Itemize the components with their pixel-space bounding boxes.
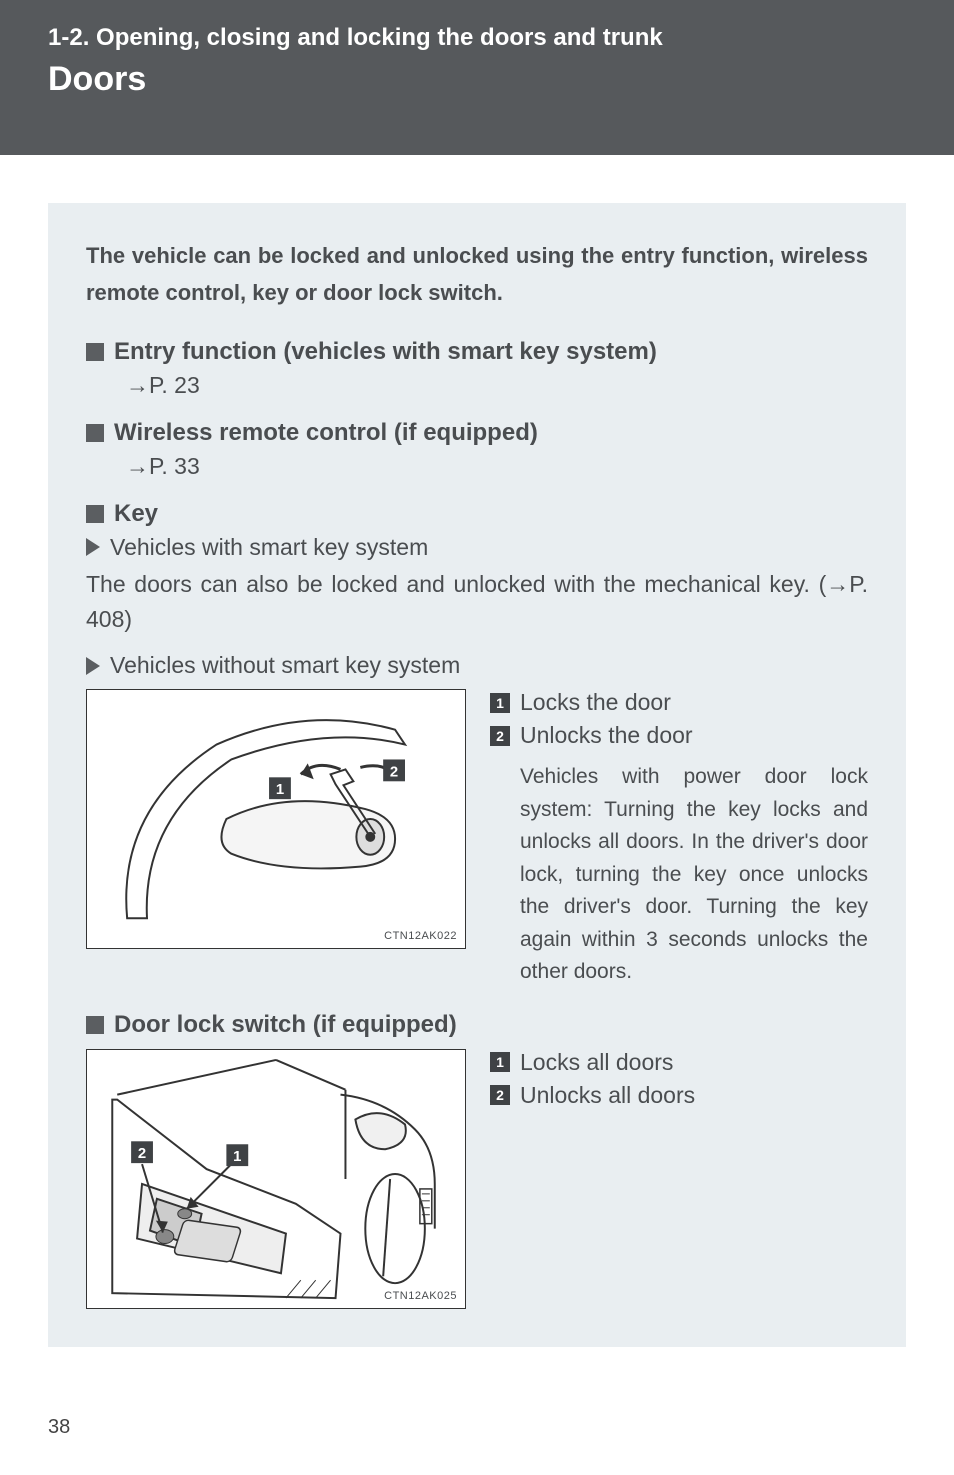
svg-text:1: 1 [233,1149,241,1165]
door-lock-item-1: Locks all doors [520,1049,673,1076]
key-item-1: Locks the door [520,689,671,716]
wireless-ref: →P. 33 [126,453,868,480]
subhead-wireless: Wireless remote control (if equipped) [86,419,868,447]
key-sub-a: Vehicles with smart key system [86,534,868,561]
svg-text:1: 1 [276,782,284,798]
door-lock-figure: 1 2 CTN12AK025 [86,1049,466,1309]
subhead-wireless-text: Wireless remote control (if equipped) [114,419,538,447]
entry-ref: →P. 23 [126,372,868,399]
key-figure-id: CTN12AK022 [384,930,457,942]
door-lock-figure-id: CTN12AK025 [384,1290,457,1302]
subhead-key: Key [86,500,868,528]
square-bullet-icon [86,343,104,361]
key-sub-b-text: Vehicles without smart key system [110,652,460,679]
number-badge-icon: 1 [490,693,510,713]
svg-text:2: 2 [390,764,398,780]
intro-text: The vehicle can be locked and unlocked u… [86,237,868,312]
key-sub-a-text: Vehicles with smart key system [110,534,428,561]
list-item: 2 Unlocks all doors [490,1082,868,1109]
key-item-list: 1 Locks the door 2 Unlocks the door Vehi… [490,689,868,989]
number-badge-icon: 1 [490,1052,510,1072]
subhead-entry: Entry function (vehicles with smart key … [86,338,868,366]
content-box: The vehicle can be locked and unlocked u… [48,203,906,1347]
list-item: 2 Unlocks the door [490,722,868,749]
subhead-key-text: Key [114,500,158,528]
list-item: 1 Locks all doors [490,1049,868,1076]
square-bullet-icon [86,505,104,523]
square-bullet-icon [86,1016,104,1034]
key-body-a: The doors can also be locked and unlocke… [86,567,868,638]
triangle-bullet-icon [86,657,100,675]
key-item-2: Unlocks the door [520,722,693,749]
key-note: Vehicles with power door lock system: Tu… [520,761,868,989]
door-lock-item-list: 1 Locks all doors 2 Unlocks all doors [490,1049,868,1115]
page-number: 38 [48,1416,70,1439]
subhead-entry-text: Entry function (vehicles with smart key … [114,338,657,366]
header-band: 1-2. Opening, closing and locking the do… [0,0,954,155]
key-figure-row: 1 2 CTN12AK022 1 Locks the door 2 Unlock… [86,689,868,989]
list-item: 1 Locks the door [490,689,868,716]
door-lock-figure-row: 1 2 CTN12AK025 1 Locks all doors 2 Unloc… [86,1049,868,1309]
number-badge-icon: 2 [490,1085,510,1105]
key-figure: 1 2 CTN12AK022 [86,689,466,949]
door-lock-item-2: Unlocks all doors [520,1082,695,1109]
svg-text:2: 2 [138,1146,146,1162]
square-bullet-icon [86,424,104,442]
number-badge-icon: 2 [490,726,510,746]
section-label: 1-2. Opening, closing and locking the do… [48,24,906,52]
subhead-door-lock: Door lock switch (if equipped) [86,1011,868,1039]
triangle-bullet-icon [86,538,100,556]
key-sub-b: Vehicles without smart key system [86,652,868,679]
subhead-door-lock-text: Door lock switch (if equipped) [114,1011,457,1039]
page-title: Doors [48,60,906,99]
